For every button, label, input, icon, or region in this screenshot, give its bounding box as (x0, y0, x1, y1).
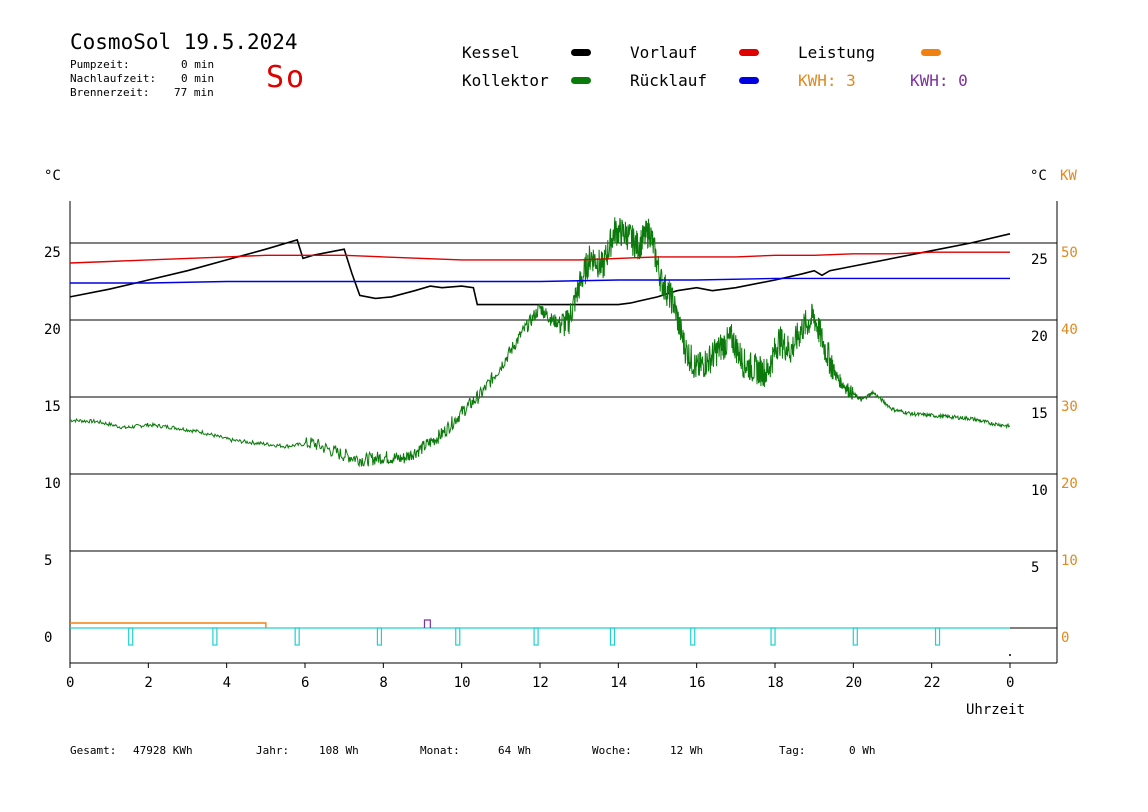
pump-marker-10 (934, 627, 941, 646)
x-tick-7: 14 (610, 675, 627, 691)
footer-gesamt-label: Gesamt: (70, 744, 117, 757)
y-axis-kw-unit: KW (1060, 168, 1077, 184)
y-tick-right-20: 20 (1031, 329, 1048, 345)
legend-vorlauf-label: Vorlauf (630, 43, 698, 62)
stat-brennerzeit-value: 77 min (174, 86, 214, 99)
footer-jahr-value: 108 Wh (319, 744, 359, 757)
x-tick-2: 4 (223, 675, 231, 691)
chart-title: CosmoSol 19.5.2024 (70, 30, 298, 54)
stat-pumpzeit-label: Pumpzeit: (70, 58, 130, 71)
stat-nachlaufzeit-label: Nachlaufzeit: (70, 72, 157, 85)
footer-monat-label: Monat: (420, 744, 460, 757)
tick-labels: 0 5 10 15 20 25 5 10 15 20 25 0 10 20 30 40 50 0 2 4 6 8 10 12 1… (44, 245, 1078, 691)
x-tick-4: 8 (379, 675, 387, 691)
stat-nachlaufzeit-value: 0 min (181, 72, 215, 85)
stat-brennerzeit-label: Brennerzeit: (70, 86, 150, 99)
legend-kollektor-label: Kollektor (462, 71, 549, 90)
legend-ruecklauf-swatch (739, 77, 759, 84)
footer-woche-value: 12 Wh (670, 744, 704, 757)
y-axis-right-unit: °C (1030, 168, 1047, 184)
series-leistung (70, 622, 267, 628)
y-tick-left-20: 20 (44, 322, 61, 338)
grid-lines (69, 201, 1058, 668)
legend-kessel-swatch (571, 49, 591, 56)
x-tick-8: 16 (689, 675, 706, 691)
pump-marker-5 (533, 627, 539, 646)
y-tick-right-25: 25 (1031, 252, 1048, 268)
y-tick-kw-0: 0 (1061, 630, 1069, 646)
legend-kessel-label: Kessel (462, 43, 520, 62)
kwh-orange-label: KWH: 3 (798, 71, 856, 90)
y-tick-left-10: 10 (44, 476, 61, 492)
pump-marker-7 (690, 627, 696, 646)
pump-marker-6 (609, 627, 616, 646)
x-tick-12: 0 (1006, 675, 1014, 691)
series-ruecklauf (70, 277, 1010, 284)
end-dot (1009, 654, 1011, 656)
pump-marker-9 (852, 627, 858, 646)
y-tick-left-25: 25 (44, 245, 61, 261)
pump-marker-4 (455, 627, 461, 646)
kwh-purple-label: KWH: 0 (910, 71, 968, 90)
y-tick-left-15: 15 (44, 399, 61, 415)
footer-jahr-label: Jahr: (256, 744, 290, 757)
legend-leistung-swatch (921, 49, 941, 56)
y-tick-kw-20: 20 (1061, 476, 1078, 492)
footer-tag-label: Tag: (779, 744, 806, 757)
pump-marker-3 (376, 627, 383, 646)
series-vorlauf (69, 251, 1010, 264)
x-axis-label: Uhrzeit (966, 702, 1025, 718)
footer-woche-label: Woche: (592, 744, 632, 757)
footer-monat-value: 64 Wh (498, 744, 532, 757)
pump-marker-8 (770, 627, 776, 646)
x-tick-1: 2 (144, 675, 152, 691)
pump-marker-2 (294, 627, 300, 646)
purple-pulse (423, 619, 431, 628)
y-tick-kw-30: 30 (1061, 399, 1078, 415)
series-lines (69, 217, 1011, 628)
y-axis-left-unit: °C (44, 168, 61, 184)
legend-kollektor-swatch (571, 77, 591, 84)
y-tick-left-0: 0 (44, 630, 52, 646)
series-kessel (69, 233, 1011, 306)
y-tick-kw-40: 40 (1061, 322, 1078, 338)
legend-leistung-label: Leistung (798, 43, 876, 62)
y-tick-left-5: 5 (44, 553, 52, 569)
x-tick-11: 22 (924, 675, 941, 691)
legend-ruecklauf-label: Rücklauf (630, 71, 708, 90)
x-tick-0: 0 (66, 675, 74, 691)
x-tick-6: 12 (532, 675, 549, 691)
x-tick-10: 20 (845, 675, 862, 691)
footer-gesamt-value: 47928 KWh (133, 744, 193, 757)
x-tick-5: 10 (454, 675, 471, 691)
y-tick-right-10: 10 (1031, 483, 1048, 499)
x-tick-3: 6 (301, 675, 309, 691)
y-tick-kw-10: 10 (1061, 553, 1078, 569)
y-tick-kw-50: 50 (1061, 245, 1078, 261)
cyan-pump-markers (70, 619, 1011, 656)
y-tick-right-5: 5 (1031, 560, 1039, 576)
stat-pumpzeit-value: 0 min (181, 58, 215, 71)
footer-tag-value: 0 Wh (849, 744, 876, 757)
pump-marker-1 (212, 627, 218, 646)
pump-marker-0 (128, 627, 134, 646)
x-tick-9: 18 (767, 675, 784, 691)
series-kollektor (69, 217, 1011, 468)
y-tick-right-15: 15 (1031, 406, 1048, 422)
weekday-label: So (266, 60, 307, 95)
legend-vorlauf-swatch (739, 49, 759, 56)
